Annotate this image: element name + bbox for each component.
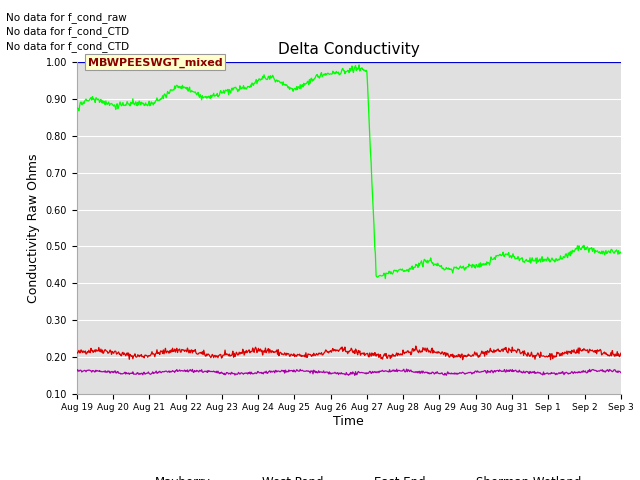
Text: No data for f_cond_raw: No data for f_cond_raw: [6, 12, 127, 23]
Legend: Mayberry, West Pond, East End, Sherman Wetland: Mayberry, West Pond, East End, Sherman W…: [111, 471, 586, 480]
Text: No data for f_cond_CTD: No data for f_cond_CTD: [6, 41, 129, 52]
X-axis label: Time: Time: [333, 415, 364, 428]
Text: No data for f_cond_CTD: No data for f_cond_CTD: [6, 26, 129, 37]
Y-axis label: Conductivity Raw Ohms: Conductivity Raw Ohms: [27, 153, 40, 303]
Text: MBWPEESWGT_mixed: MBWPEESWGT_mixed: [88, 57, 222, 68]
Title: Delta Conductivity: Delta Conductivity: [278, 42, 420, 57]
